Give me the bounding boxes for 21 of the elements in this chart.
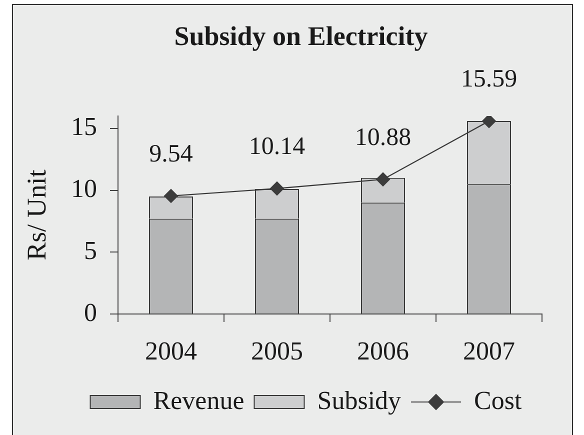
y-axis-title: Rs/ Unit xyxy=(21,169,52,260)
legend-label: Revenue xyxy=(153,386,244,415)
y-tick-label: 10 xyxy=(71,174,97,204)
chart-title: Subsidy on Electricity xyxy=(174,21,428,52)
x-tick-label: 2005 xyxy=(251,336,303,366)
data-label: 15.59 xyxy=(460,66,518,93)
x-tick-label: 2004 xyxy=(145,336,197,366)
point xyxy=(482,116,496,128)
legend-label: Cost xyxy=(474,386,522,415)
point xyxy=(164,188,178,203)
data-label: 9.54 xyxy=(149,140,194,168)
data-label: 10.14 xyxy=(248,133,306,160)
y-tick-label: 15 xyxy=(71,112,97,142)
point xyxy=(270,182,284,196)
data-label: 10.88 xyxy=(354,124,412,151)
x-tick-label: 2006 xyxy=(357,336,409,366)
legend-label: Subsidy xyxy=(317,386,402,415)
y-tick-label: 5 xyxy=(84,236,97,265)
point xyxy=(376,172,390,186)
y-tick-label: 0 xyxy=(84,298,97,327)
x-tick-label: 2007 xyxy=(463,336,515,366)
